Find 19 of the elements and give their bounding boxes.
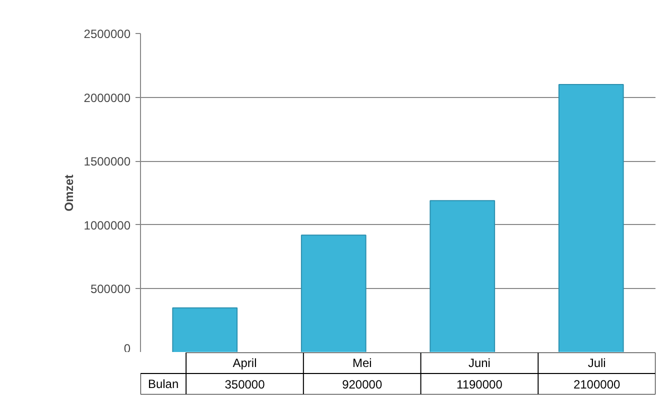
data-label: 2100000 xyxy=(573,378,621,392)
data-label: 920000 xyxy=(342,378,382,392)
bar xyxy=(300,234,366,352)
text: Bulan xyxy=(148,377,179,391)
bar xyxy=(430,200,496,352)
bar xyxy=(172,307,238,352)
x-tick-label: Juli xyxy=(588,356,606,370)
y-tick-label: 2000000 xyxy=(84,90,131,105)
data-label: 350000 xyxy=(224,378,266,392)
bar xyxy=(558,84,624,352)
x-tick-label: April xyxy=(232,356,257,370)
y-tick-label: 2500000 xyxy=(84,27,131,41)
y-tick-label: 1000000 xyxy=(84,218,131,232)
y-axis-title: Omzet xyxy=(62,174,76,212)
data-label: 1190000 xyxy=(456,378,503,392)
x-tick-label: Mei xyxy=(352,356,372,370)
x-tick-label: Juni xyxy=(468,356,490,370)
y-tick-label: 1500000 xyxy=(84,154,131,169)
y-tick-label: 500000 xyxy=(90,282,131,296)
